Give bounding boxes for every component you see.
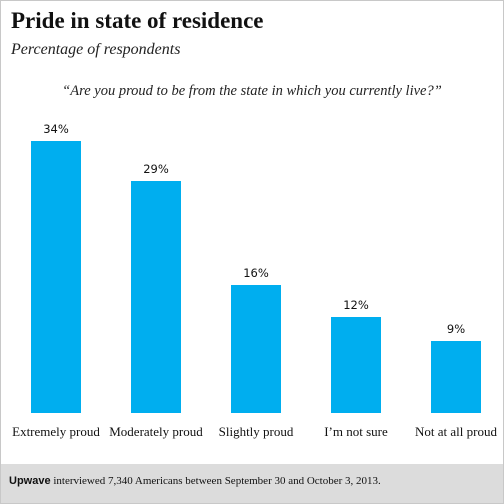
survey-question: “Are you proud to be from the state in w…: [62, 83, 442, 99]
bar-extremely-proud: [31, 141, 81, 413]
bar-value-label: 16%: [243, 266, 269, 280]
category-label: Moderately proud: [109, 424, 203, 439]
category-label: Not at all proud: [415, 424, 497, 439]
bar-value-label: 9%: [447, 322, 465, 336]
chart-title: Pride in state of residence: [11, 8, 264, 33]
footer-note: Upwave interviewed 7,340 Americans betwe…: [9, 475, 381, 487]
bar-slightly-proud: [231, 285, 281, 413]
category-label: I’m not sure: [324, 424, 388, 439]
footer-text: interviewed 7,340 Americans between Sept…: [50, 475, 381, 487]
bar-i-m-not-sure: [331, 317, 381, 413]
bar-value-label: 34%: [43, 122, 69, 136]
bar-value-label: 29%: [143, 162, 169, 176]
category-label: Extremely proud: [12, 424, 100, 439]
bar-moderately-proud: [131, 181, 181, 413]
category-label: Slightly proud: [219, 424, 294, 439]
chart-subtitle: Percentage of respondents: [11, 41, 181, 58]
footer-brand: Upwave: [9, 475, 51, 487]
bar-not-at-all-proud: [431, 341, 481, 413]
footer: Upwave interviewed 7,340 Americans betwe…: [1, 464, 503, 503]
bar-value-label: 12%: [343, 298, 369, 312]
